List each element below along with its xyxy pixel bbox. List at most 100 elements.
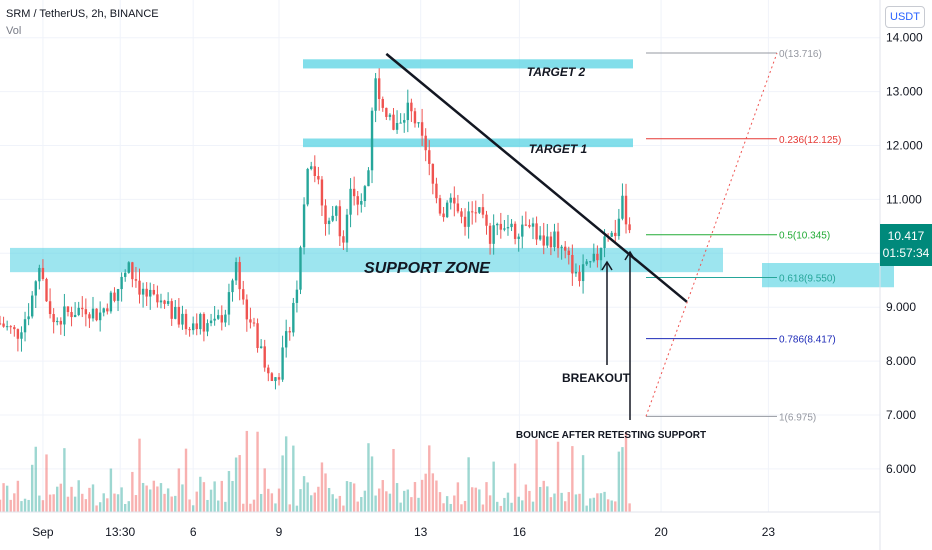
volume-bar — [259, 493, 263, 512]
volume-bar — [156, 486, 159, 512]
candle-body — [156, 294, 159, 303]
candle-body — [624, 195, 628, 225]
volume-bar — [610, 500, 613, 512]
candle-body — [456, 203, 460, 212]
volume-bar — [109, 468, 113, 512]
volume-bar — [141, 482, 145, 512]
volume-bar — [349, 481, 352, 512]
candle-body — [63, 306, 66, 325]
candle-body — [259, 346, 263, 349]
candle-body — [267, 367, 270, 374]
volume-bar — [277, 488, 281, 512]
volume-bar — [238, 455, 241, 512]
volume-bar — [116, 494, 120, 512]
candle-body — [131, 262, 134, 280]
fib-level-label: 0.618(9.550) — [779, 274, 836, 285]
candle-body — [313, 166, 316, 177]
volume-bar — [614, 501, 617, 512]
candle-body — [345, 214, 349, 243]
candle-body — [77, 307, 80, 315]
candle-body — [556, 231, 560, 249]
candle-body — [16, 329, 20, 339]
candle-body — [392, 114, 395, 130]
price-axis-tick: 11.000 — [886, 192, 922, 206]
volume-bar — [535, 439, 538, 512]
volume-bar — [310, 495, 313, 512]
candle-body — [349, 188, 352, 215]
candle-body — [295, 289, 299, 303]
volume-indicator-label[interactable]: Vol — [6, 25, 22, 37]
volume-bar — [460, 504, 463, 512]
candle-body — [578, 271, 581, 282]
volume-bar — [420, 479, 424, 512]
volume-bar — [145, 485, 148, 512]
volume-bar — [503, 497, 506, 512]
volume-bar — [395, 483, 399, 512]
volume-bar — [95, 505, 98, 512]
volume-bar — [356, 501, 359, 512]
candle-body — [442, 213, 445, 218]
volume-bar — [317, 486, 320, 512]
candle-body — [528, 224, 531, 227]
candle-body — [52, 314, 55, 323]
candle-body — [406, 102, 410, 121]
volume-bar — [606, 499, 610, 512]
time-axis-tick: 9 — [276, 525, 283, 539]
candle-body — [485, 214, 488, 226]
candle-body — [70, 312, 73, 318]
currency-button[interactable]: USDT — [885, 6, 925, 28]
volume-bar — [299, 489, 302, 512]
fib-trend-line — [645, 52, 778, 417]
volume-bar — [34, 446, 37, 512]
volume-bar — [206, 499, 209, 512]
candle-body — [542, 235, 545, 246]
volume-bar — [474, 487, 477, 512]
candle-body — [188, 329, 191, 331]
candle-body — [120, 276, 123, 290]
candle-body — [13, 327, 16, 330]
volume-bar — [2, 483, 5, 512]
volume-bar — [213, 481, 216, 512]
volume-bar — [628, 503, 631, 512]
volume-bar — [385, 491, 388, 512]
candle-body — [181, 313, 184, 325]
volume-bar — [70, 486, 73, 512]
candle-body — [424, 135, 427, 151]
volume-bar — [81, 493, 84, 512]
candle-body — [81, 307, 84, 310]
volume-bar — [184, 448, 188, 512]
volume-bar — [528, 490, 531, 512]
candle-body — [56, 320, 59, 323]
volume-bar — [360, 497, 363, 512]
time-axis-tick: 23 — [762, 525, 776, 539]
breakout-arrow-head — [601, 260, 613, 271]
volume-bar — [531, 501, 535, 512]
volume-bar — [27, 499, 30, 512]
volume-bar — [120, 487, 123, 512]
volume-bar — [313, 492, 316, 512]
candle-body — [256, 323, 259, 349]
candle-body — [453, 197, 456, 204]
candle-body — [292, 302, 295, 333]
volume-bar — [295, 505, 299, 512]
current-price-value: 10.417 — [887, 229, 925, 243]
target-1-zone — [303, 138, 633, 148]
candle-body — [317, 176, 320, 180]
volume-bar — [488, 495, 492, 512]
candle-body — [217, 315, 220, 319]
volume-bar — [152, 480, 156, 512]
candle-body — [403, 120, 406, 123]
candle-body — [431, 163, 435, 184]
candle-body — [98, 312, 102, 321]
volume-bar — [0, 499, 2, 512]
candle-body — [191, 323, 195, 331]
candle-body — [5, 326, 9, 328]
price-axis-tick: 14.000 — [886, 31, 923, 45]
volume-bar — [199, 476, 202, 512]
volume-bar — [5, 485, 9, 512]
fib-level-label: 0.236(12.125) — [779, 135, 841, 146]
candle-body — [159, 300, 163, 303]
candle-body — [467, 211, 470, 227]
volume-bar — [63, 448, 66, 512]
